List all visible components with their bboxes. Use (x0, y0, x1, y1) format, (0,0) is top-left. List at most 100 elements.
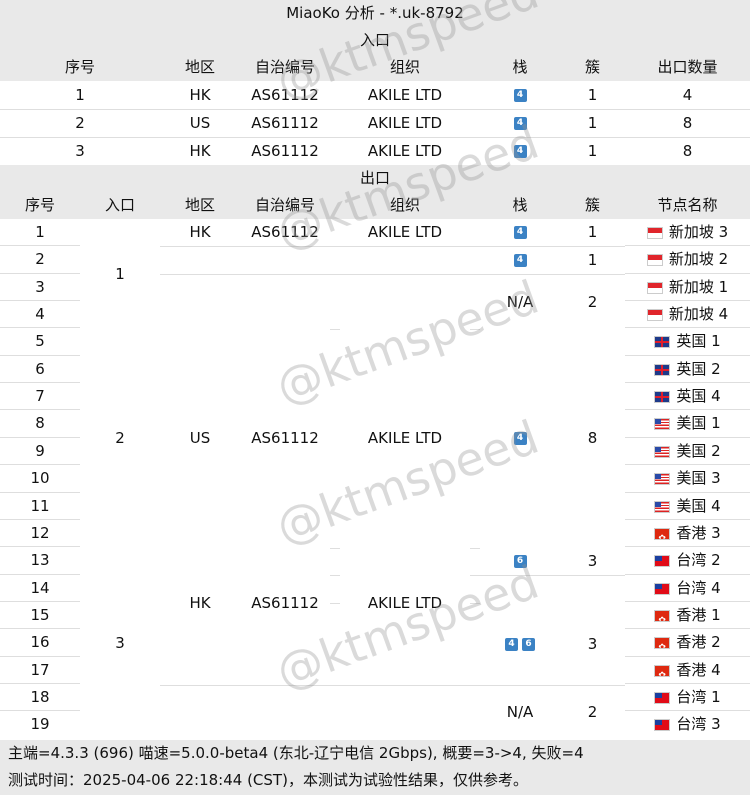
exit-node-name: 新加坡 2 (625, 246, 750, 273)
flag-icon (654, 390, 671, 403)
entry-count: 4 (682, 86, 693, 104)
flag-icon (654, 664, 671, 677)
exit-node-name: 新加坡 4 (625, 301, 750, 328)
node-label: 新加坡 2 (668, 250, 729, 268)
ipv4-badge: 4 (513, 89, 527, 102)
entry-org: AKILE LTD (367, 114, 443, 132)
entry-col-org: 组织 (389, 58, 420, 76)
exit-idx: 12 (30, 524, 50, 542)
exit-idx: 19 (30, 715, 50, 733)
exit-node-name: 新加坡 1 (625, 274, 750, 301)
flag-icon (654, 472, 671, 485)
entry-org: AKILE LTD (367, 142, 443, 160)
ipv4-badge: 4 (513, 226, 527, 239)
exit-org: AKILE LTD (340, 548, 470, 685)
exit-entry-group: 1 (80, 219, 160, 329)
entry-col-count: 出口数量 (657, 58, 718, 76)
node-label: 美国 1 (676, 414, 721, 432)
entry-count: 8 (682, 114, 693, 132)
exit-asn: AS61112 (240, 548, 330, 685)
exit-col-org: 组织 (389, 196, 420, 214)
flag-icon (646, 281, 663, 294)
exit-idx: 2 (35, 250, 45, 268)
entry-row: 2 US AS61112 AKILE LTD 4 1 8 (0, 110, 750, 137)
entry-idx: 2 (75, 114, 85, 132)
exit-node-name: 台湾 4 (625, 575, 750, 602)
exit-node-name: 英国 4 (625, 383, 750, 410)
entry-col-asn: 自治编号 (254, 58, 315, 76)
exit-idx: 4 (35, 305, 45, 323)
exit-org: AKILE LTD (340, 329, 470, 548)
flag-icon (654, 500, 671, 513)
node-label: 新加坡 1 (668, 278, 729, 296)
exit-entry-group: 3 (80, 548, 160, 739)
exit-asn: AS61112 (240, 219, 330, 246)
flag-icon (646, 308, 663, 321)
exit-col-asn: 自治编号 (254, 196, 315, 214)
report-title: MiaoKo 分析 - *.uk-8792 (0, 0, 750, 27)
exit-col-cluster: 簇 (584, 196, 600, 214)
exit-node-name: 台湾 2 (625, 547, 750, 574)
entry-col-idx: 序号 (64, 58, 95, 76)
entry-cluster: 1 (587, 114, 598, 132)
entry-idx: 1 (75, 86, 85, 104)
node-label: 香港 3 (676, 524, 721, 542)
exit-col-region: 地区 (184, 196, 215, 214)
exit-cluster: 2 (560, 686, 625, 739)
flag-icon (654, 582, 671, 595)
exit-stack-na: N/A (480, 275, 560, 329)
exit-idx: 9 (35, 442, 45, 460)
exit-region: HK (160, 548, 240, 685)
entry-idx: 3 (75, 142, 85, 160)
node-label: 香港 1 (676, 606, 721, 624)
ipv4-badge: 4 (513, 145, 527, 158)
exit-entry-group: 2 (80, 329, 160, 548)
exit-idx: 13 (30, 551, 50, 569)
entry-col-stack: 栈 (512, 58, 528, 76)
exit-cluster: 3 (560, 548, 625, 575)
entry-cluster: 1 (587, 142, 598, 160)
exit-section-label: 出口 (0, 165, 750, 192)
flag-icon (654, 691, 671, 704)
exit-col-idx: 序号 (24, 196, 55, 214)
entry-row: 1 HK AS61112 AKILE LTD 4 1 4 (0, 82, 750, 109)
exit-idx: 10 (30, 469, 50, 487)
exit-node-name: 香港 2 (625, 629, 750, 656)
entry-region: HK (189, 86, 211, 104)
exit-node-name: 英国 2 (625, 356, 750, 383)
exit-idx: 6 (35, 360, 45, 378)
flag-icon (654, 636, 671, 649)
exit-idx: 7 (35, 387, 45, 405)
exit-idx: 15 (30, 606, 50, 624)
footer-test-time: 测试时间：2025-04-06 22:18:44 (CST)，本测试为试验性结果… (0, 767, 750, 795)
exit-col-stack: 栈 (512, 196, 528, 214)
flag-icon (654, 335, 671, 348)
entry-row: 3 HK AS61112 AKILE LTD 4 1 8 (0, 138, 750, 165)
exit-node-name: 台湾 1 (625, 684, 750, 711)
exit-region: HK (160, 219, 240, 246)
flag-icon (654, 363, 671, 376)
exit-region: US (160, 329, 240, 548)
footer-summary: 主端=4.3.3 (696) 喵速=5.0.0-beta4 (东北-辽宁电信 2… (0, 740, 750, 767)
ipv6-badge: 6 (513, 555, 527, 568)
entry-region: HK (189, 142, 211, 160)
exit-header-row: 序号 入口 地区 自治编号 组织 栈 簇 节点名称 (0, 192, 750, 219)
exit-cluster: 3 (560, 603, 625, 685)
flag-icon (646, 253, 663, 266)
exit-cluster: 8 (560, 329, 625, 548)
exit-node-name: 美国 3 (625, 465, 750, 492)
exit-node-name: 香港 1 (625, 602, 750, 629)
ipv4-badge: 4 (513, 117, 527, 130)
ipv4-badge: 4 (513, 254, 527, 267)
entry-header-row: 序号 地区 自治编号 组织 栈 簇 出口数量 (0, 54, 750, 81)
exit-idx: 8 (35, 414, 45, 432)
entry-section-label: 入口 (0, 27, 750, 54)
flag-icon (654, 445, 671, 458)
node-label: 英国 4 (676, 387, 721, 405)
flag-icon (654, 718, 671, 731)
exit-cluster: 2 (560, 275, 625, 329)
exit-idx: 17 (30, 661, 50, 679)
exit-node-name: 新加坡 3 (625, 219, 750, 246)
entry-asn: AS61112 (251, 142, 319, 160)
node-label: 台湾 2 (676, 551, 721, 569)
